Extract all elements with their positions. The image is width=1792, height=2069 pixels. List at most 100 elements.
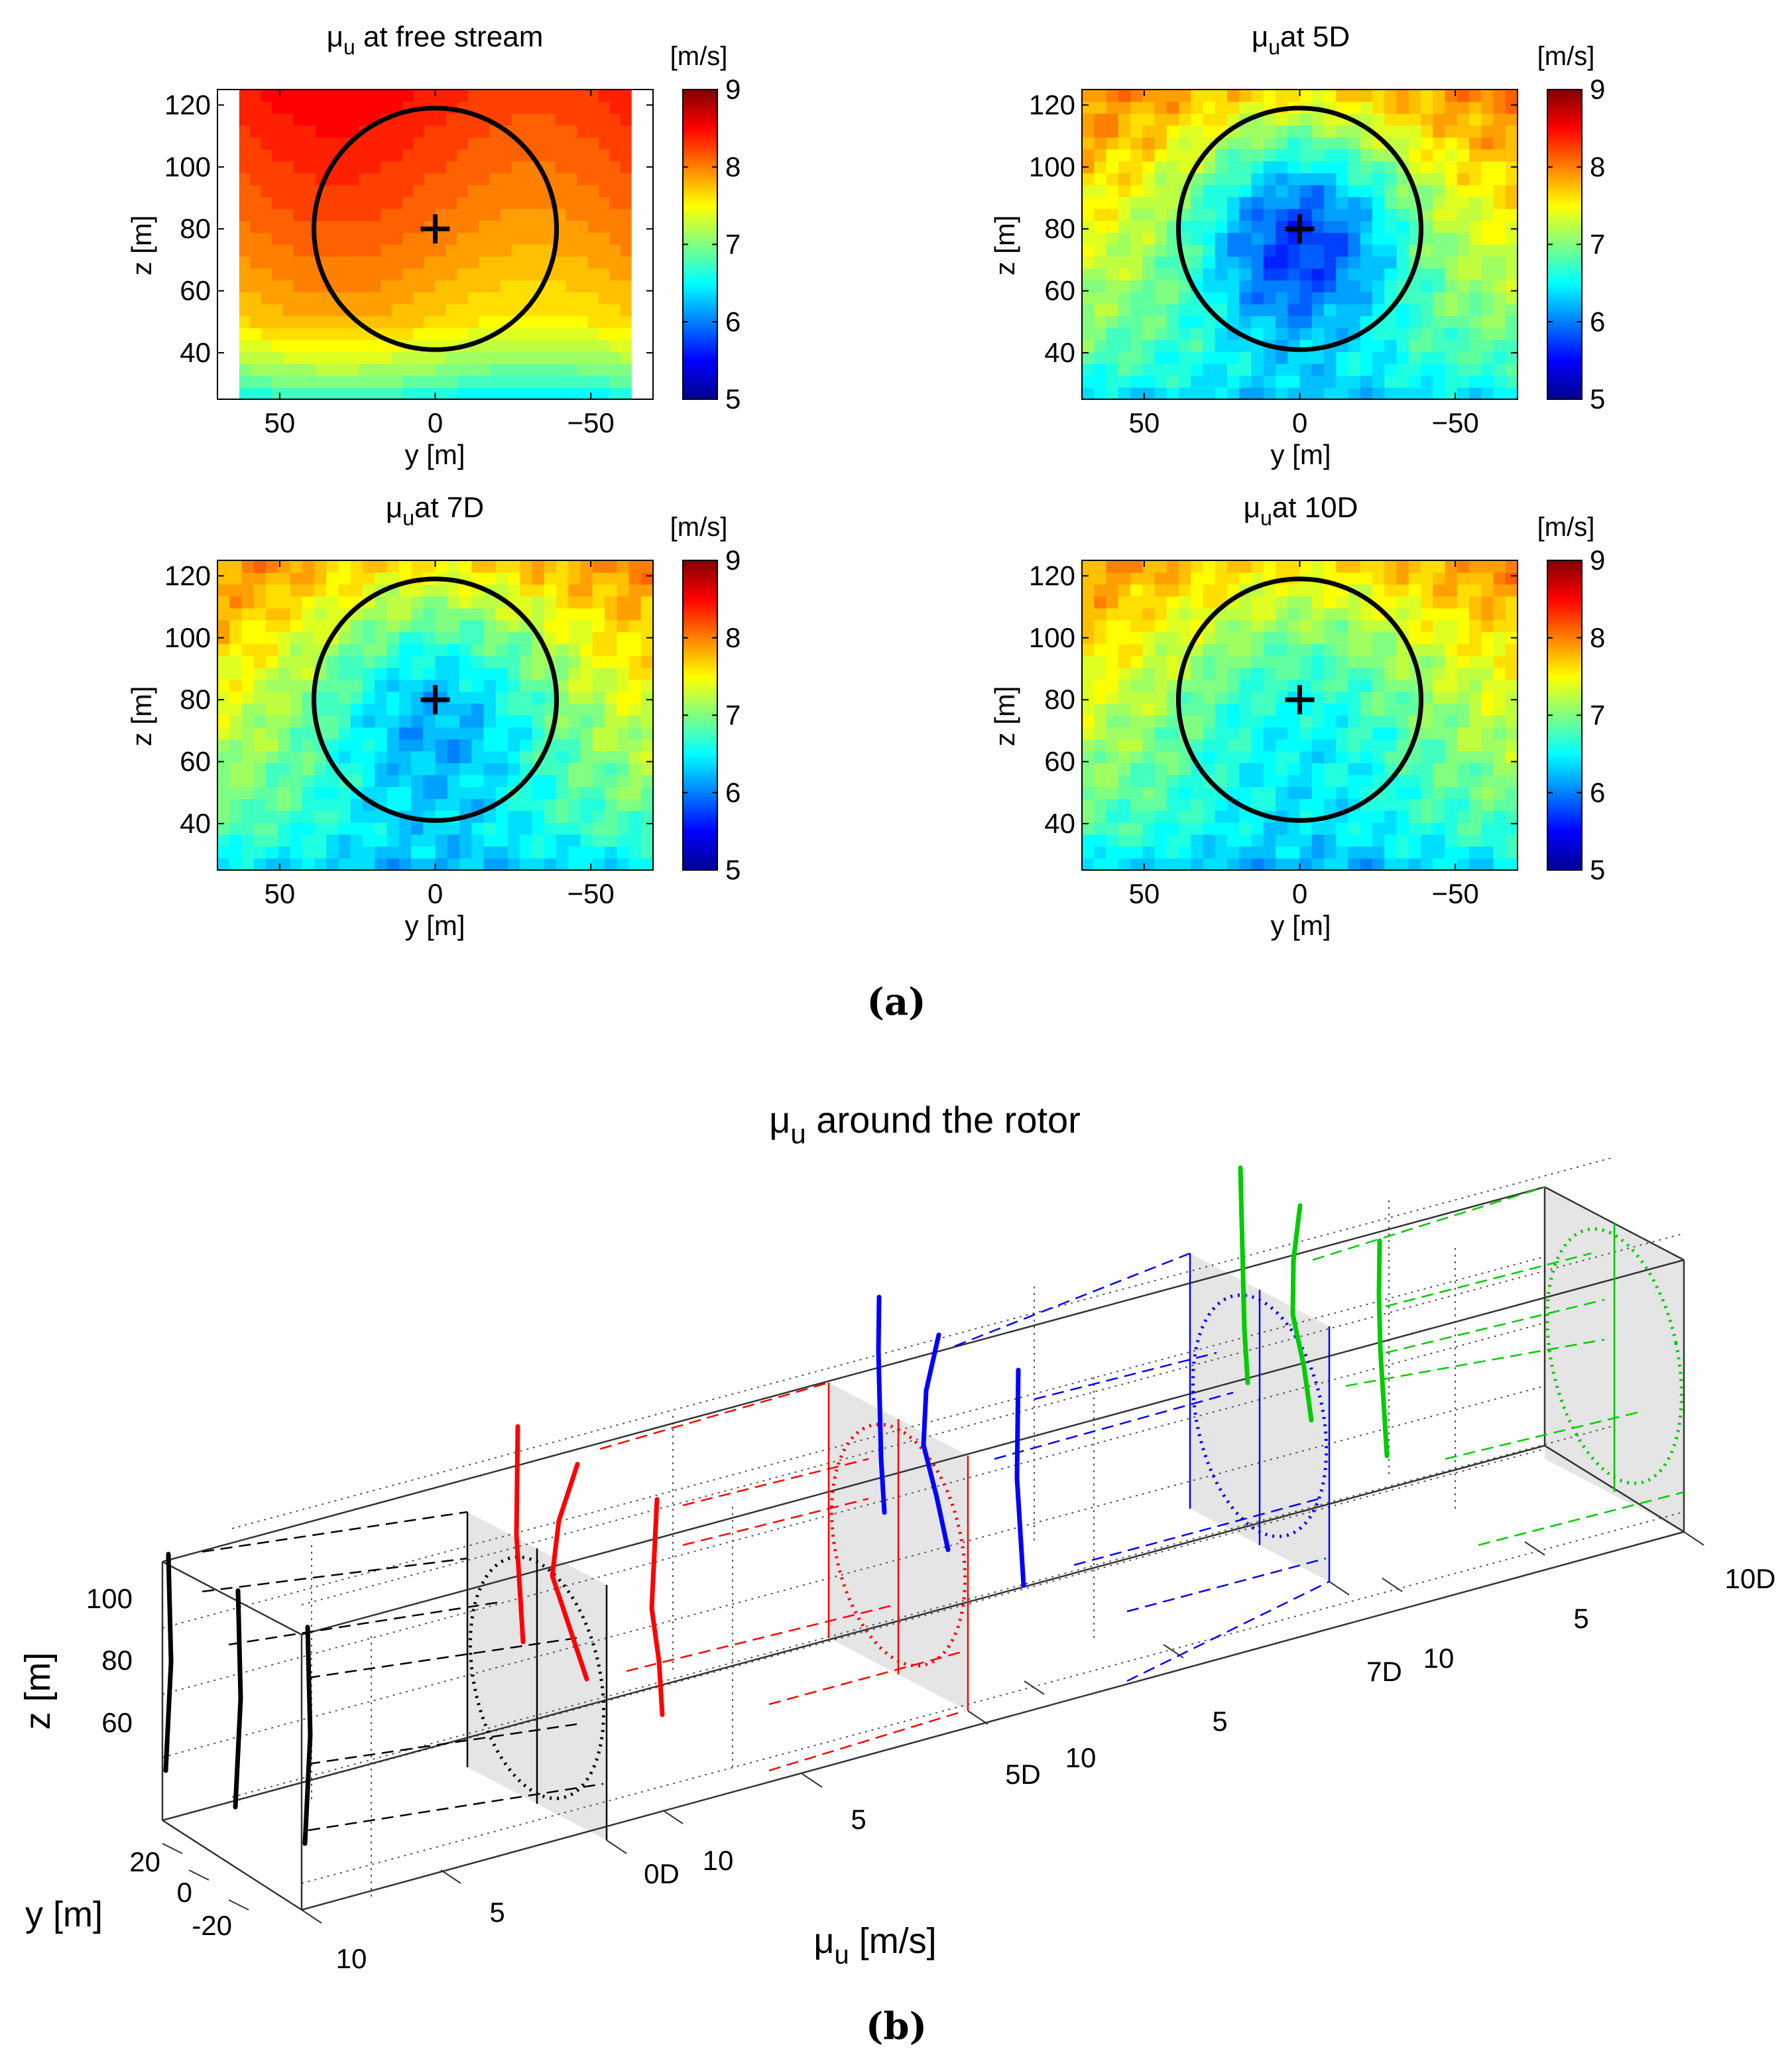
heatmap-cell [1239, 125, 1252, 138]
heatmap-cell [555, 244, 567, 257]
heatmap-cell [1384, 572, 1398, 585]
heatmap-cell [435, 256, 447, 269]
heatmap-cell [326, 340, 338, 352]
heatmap-cell [1142, 584, 1156, 597]
heatmap-cell [1227, 184, 1240, 198]
heatmap-cell [544, 751, 557, 763]
heatmap-cell [598, 137, 610, 150]
heatmap-cell [302, 739, 315, 751]
heatmap-cell [369, 160, 381, 174]
heatmap-cell [1336, 220, 1349, 233]
heatmap-cell [1251, 375, 1264, 388]
heatmap-cell [435, 292, 447, 304]
heatmap-cell [495, 715, 508, 728]
heatmap-cell [1372, 572, 1385, 585]
profile-line-5D [550, 1462, 589, 1682]
heatmap-cell [1130, 572, 1143, 585]
heatmap-cell [566, 101, 577, 114]
heatmap-cell [533, 351, 545, 364]
heatmap-cell [1457, 292, 1470, 304]
heatmap-cell [532, 739, 545, 751]
heatmap-cell [1154, 101, 1167, 114]
heatmap-cell [1384, 727, 1398, 740]
heatmap-cell [369, 280, 381, 292]
heatmap-cell [1287, 137, 1301, 150]
heatmap-cell [1457, 834, 1470, 847]
heatmap-cell [326, 607, 339, 621]
heatmap-cell [620, 363, 632, 376]
heatmap-cell [446, 256, 457, 269]
x-axis-label: y [m] [1271, 439, 1331, 470]
heatmap-cell [326, 268, 338, 281]
heatmap-cell [1251, 619, 1264, 633]
heatmap-cell [293, 340, 305, 352]
heatmap-cell [568, 596, 581, 609]
heatmap-cell [1469, 328, 1482, 340]
heatmap-cell [1481, 775, 1494, 787]
heatmap-cell [1360, 572, 1373, 585]
heatmap-cell [640, 703, 654, 716]
heatmap-cell [1130, 834, 1143, 847]
heatmap-cell [1251, 763, 1264, 775]
heatmap-cell [1360, 363, 1373, 376]
heatmap-cell [217, 727, 230, 740]
heatmap-cell [290, 667, 303, 680]
heatmap-cell [1106, 244, 1119, 257]
x-tick-label: −50 [1432, 878, 1479, 909]
heatmap-cell [387, 798, 400, 811]
heatmap-cell [1118, 858, 1131, 871]
heatmap-cell [391, 208, 403, 221]
heatmap-cell [511, 149, 523, 162]
profile-line-7D [1014, 1367, 1026, 1588]
heatmap-cell [217, 619, 230, 633]
heatmap-cell [250, 149, 262, 162]
y-axis-label: y [m] [25, 1895, 103, 1934]
heatmap-cell [1118, 101, 1131, 114]
heatmap-cell [1094, 655, 1107, 668]
heatmap-cell [290, 846, 303, 859]
heatmap-cell [592, 775, 605, 787]
heatmap-cell [1324, 846, 1337, 859]
rotor-circle [1175, 105, 1424, 352]
heatmap-cell [1263, 631, 1276, 645]
heatmap-cell [1130, 786, 1143, 799]
heatmap-cell [459, 751, 472, 763]
heatmap-cell [1082, 751, 1095, 763]
heatmap-cell [359, 101, 371, 114]
x-tick-label: 0 [428, 407, 443, 438]
heatmap-cell [620, 232, 632, 245]
heatmap-cell [1324, 715, 1337, 728]
heatmap-cell [1118, 846, 1131, 859]
colorbar-tick-label: 9 [1590, 74, 1605, 105]
heatmap-cell [520, 763, 533, 775]
heatmap-cell [302, 596, 315, 609]
heatmap-cell [1408, 387, 1421, 400]
heatmap-cell [1421, 822, 1433, 835]
y-tick-label: 40 [180, 337, 211, 368]
heatmap-cell [1287, 316, 1301, 328]
heatmap-cell [363, 763, 375, 775]
heatmap-cell [447, 751, 460, 763]
heatmap-cell [1433, 786, 1446, 799]
heatmap-cell [1433, 631, 1446, 645]
heatmap-cell [293, 90, 305, 102]
heatmap-cell [544, 232, 556, 245]
heatmap-cell [457, 256, 469, 269]
heatmap-cell [1311, 172, 1325, 186]
heatmap-cell [489, 196, 501, 210]
colorbar-tick-label: 9 [1590, 544, 1605, 576]
heatmap-cell [457, 375, 469, 388]
profile-line-10D [1238, 1165, 1250, 1385]
heatmap-cell [1094, 90, 1107, 102]
heatmap-cell [387, 619, 400, 633]
heatmap-cell [489, 387, 501, 400]
heatmap-cell [402, 244, 414, 257]
y-tick-label: 120 [164, 560, 211, 591]
heatmap-cell [1251, 560, 1264, 573]
heatmap-cell [489, 316, 501, 328]
heatmap-cell [1154, 375, 1167, 388]
heatmap-cell [471, 703, 485, 716]
heatmap-cell [1276, 560, 1288, 573]
heatmap-cell [640, 596, 654, 609]
heatmap-cell [1287, 607, 1301, 621]
